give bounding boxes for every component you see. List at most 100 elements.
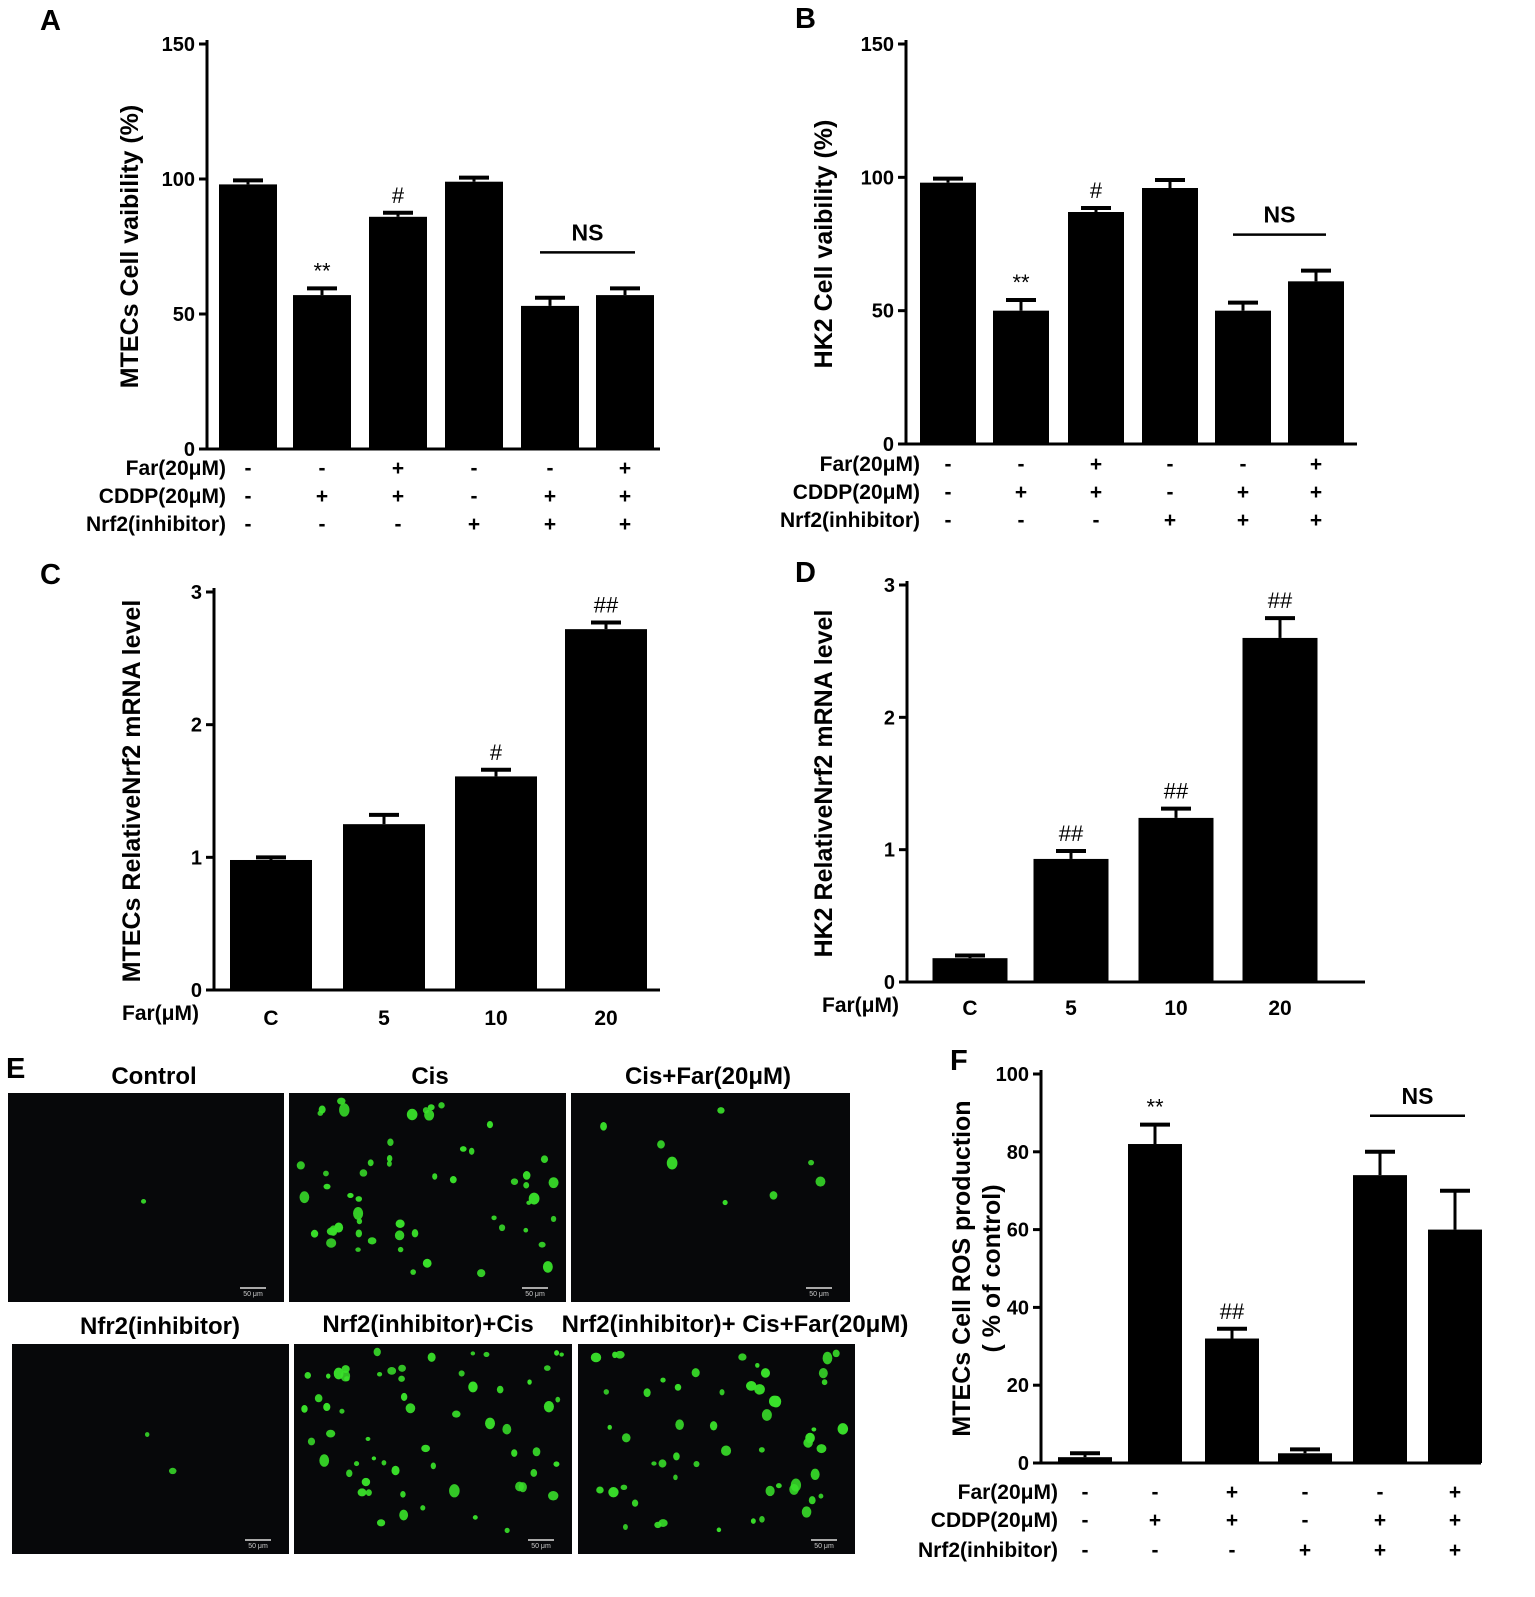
- fluorescent-cell: [387, 1366, 397, 1375]
- fluorescent-cell: [367, 1237, 377, 1245]
- bar: [1058, 1457, 1112, 1463]
- y-axis-label: HK2 Cell vaibility (%): [810, 120, 838, 369]
- fluorescent-cell: [317, 1110, 324, 1116]
- condition-label: Nrf2(inhibitor): [86, 513, 226, 536]
- fluorescent-cell: [355, 1196, 363, 1202]
- y-tick-label: 50: [173, 304, 195, 326]
- condition-sign: +: [1164, 509, 1176, 532]
- fluorescent-cell: [719, 1389, 725, 1396]
- fluorescent-cell: [651, 1461, 657, 1466]
- panel-label-b: B: [795, 3, 816, 35]
- micrograph-background: [578, 1344, 855, 1554]
- condition-sign: -: [1377, 1481, 1384, 1504]
- y-tick-label: 80: [1007, 1142, 1029, 1164]
- y-tick-label: 2: [191, 715, 202, 737]
- x-tick-label: 5: [378, 1007, 390, 1030]
- condition-sign: +: [1374, 1509, 1386, 1532]
- fluorescent-cell: [496, 1385, 504, 1394]
- fluorescent-cell: [532, 1447, 541, 1457]
- fluorescent-cell: [386, 1160, 392, 1167]
- fluorescent-cell: [590, 1352, 602, 1363]
- condition-sign: -: [395, 513, 402, 536]
- y-tick-label: 1: [884, 840, 895, 862]
- fluorescent-cell: [422, 1258, 432, 1268]
- fluorescent-cell: [515, 1481, 524, 1492]
- fluorescent-cell: [470, 1351, 476, 1356]
- y-tick-label: 0: [1018, 1453, 1029, 1475]
- fluorescent-cell: [406, 1108, 418, 1121]
- micrograph-background: [289, 1093, 566, 1302]
- fluorescent-cell: [422, 1107, 430, 1114]
- fluorescent-cell: [548, 1177, 559, 1189]
- micrograph: 50 μm: [571, 1093, 850, 1302]
- condition-sign: +: [1299, 1539, 1311, 1562]
- y-axis-label: MTECs Cell vaibility (%): [116, 105, 144, 388]
- fluorescent-cell: [673, 1474, 678, 1481]
- condition-sign: -: [1302, 1509, 1309, 1532]
- fluorescent-cell: [654, 1521, 662, 1529]
- condition-sign: -: [1082, 1539, 1089, 1562]
- micrograph: 50 μm: [12, 1344, 289, 1554]
- x-tick-label: 5: [1065, 997, 1077, 1020]
- fluorescent-cell: [296, 1161, 305, 1170]
- fluorescent-cell: [596, 1486, 604, 1494]
- condition-sign: +: [1237, 509, 1249, 532]
- fluorescent-cell: [387, 1138, 394, 1146]
- y-tick-label: 150: [162, 34, 195, 56]
- fluorescent-cell: [769, 1191, 778, 1200]
- condition-label: Nrf2(inhibitor): [918, 1539, 1058, 1562]
- y-tick-label: 40: [1007, 1297, 1029, 1319]
- fluorescent-cell: [528, 1192, 540, 1205]
- panel-label-f: F: [950, 1045, 968, 1077]
- fluorescent-cell: [540, 1155, 549, 1163]
- fluorescent-cell: [432, 1173, 438, 1180]
- fluorescent-cell: [319, 1454, 330, 1467]
- condition-sign: +: [544, 485, 556, 508]
- fluorescent-cell: [427, 1352, 436, 1362]
- significance-mark: #: [392, 183, 405, 208]
- fluorescent-cell: [353, 1461, 360, 1467]
- x-axis-label: Far(μM): [822, 994, 899, 1017]
- scale-bar-label: 50 μm: [243, 1291, 263, 1298]
- fluorescent-cell: [307, 1437, 316, 1446]
- significance-mark: ##: [594, 593, 619, 618]
- fluorescent-cell: [660, 1377, 666, 1383]
- panel-label-a: A: [40, 5, 61, 37]
- condition-sign: -: [1229, 1539, 1236, 1562]
- fluorescent-cell: [323, 1183, 331, 1190]
- fluorescent-cell: [822, 1351, 833, 1365]
- fluorescent-cell: [790, 1478, 802, 1492]
- fluorescent-cell: [347, 1192, 354, 1199]
- fluorescent-cell: [693, 1460, 700, 1468]
- bar: [230, 859, 312, 990]
- bar: [565, 629, 647, 990]
- fluorescent-cell: [304, 1371, 312, 1379]
- fluorescent-cell: [323, 1170, 329, 1177]
- bar: [1278, 1453, 1332, 1463]
- fluorescent-cell: [438, 1102, 445, 1109]
- fluorescent-cell: [421, 1444, 430, 1453]
- y-tick-label: 0: [184, 439, 195, 461]
- significance-mark: **: [313, 258, 331, 283]
- condition-label: Far(20μM): [958, 1481, 1058, 1504]
- fluorescent-cell: [337, 1097, 346, 1105]
- condition-sign: +: [1226, 1481, 1238, 1504]
- significance-mark: #: [490, 740, 503, 765]
- bar: [1353, 1175, 1407, 1463]
- fluorescent-cell: [371, 1456, 377, 1461]
- bar: [993, 310, 1049, 444]
- ns-label: NS: [1264, 202, 1296, 228]
- significance-mark: **: [1012, 270, 1030, 295]
- fluorescent-cell: [449, 1484, 460, 1498]
- condition-sign: +: [1310, 453, 1322, 476]
- fluorescent-cell: [468, 1147, 475, 1155]
- fluorescent-cell: [498, 1224, 506, 1232]
- bar: [445, 181, 503, 449]
- condition-sign: +: [544, 513, 556, 536]
- fluorescent-cell: [675, 1419, 684, 1431]
- fluorescent-cell: [373, 1347, 381, 1357]
- fluorescent-cell: [523, 1182, 530, 1189]
- condition-sign: -: [1152, 1481, 1159, 1504]
- fluorescent-cell: [608, 1487, 619, 1498]
